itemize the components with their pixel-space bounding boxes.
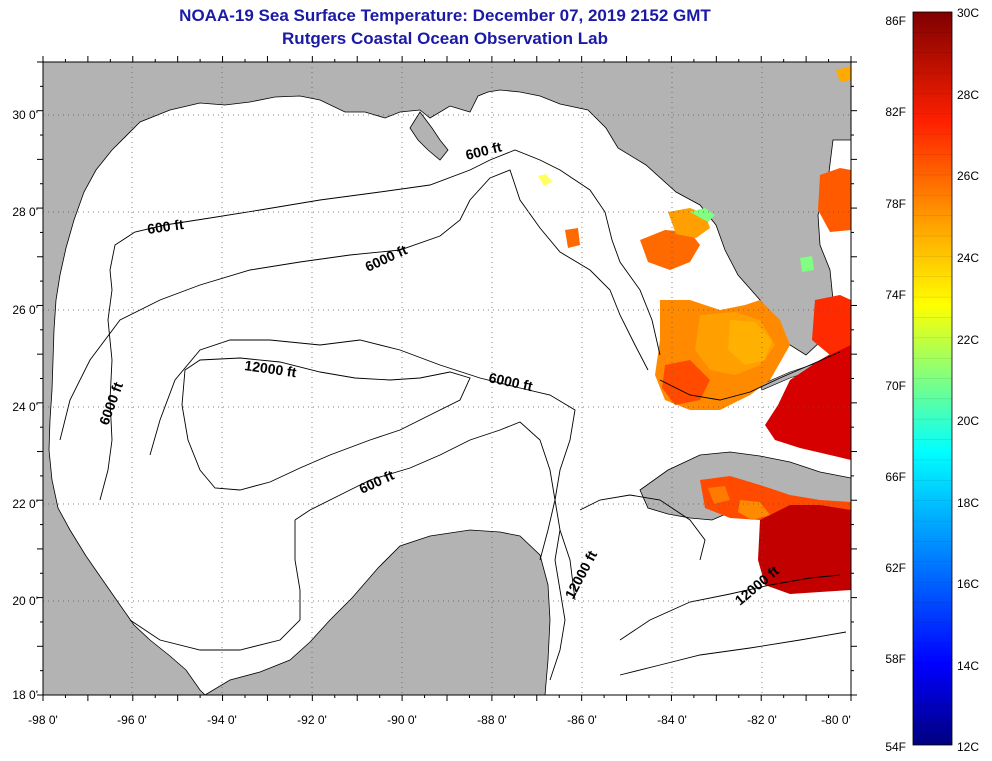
x-tick-label: -84 0' xyxy=(657,713,687,727)
colorbar xyxy=(912,11,953,746)
y-tick-label: 26 0' xyxy=(12,303,38,317)
colorbar-f-label: 58F xyxy=(885,652,906,666)
x-axis: -98 0' -96 0' -94 0' -92 0' -90 0' -88 0… xyxy=(28,713,851,727)
x-tick-label: -94 0' xyxy=(207,713,237,727)
colorbar-c-label: 18C xyxy=(957,496,979,510)
contour-6000ft-outer xyxy=(59,169,649,441)
colorbar-c-label: 14C xyxy=(957,659,979,673)
y-axis: 30 0' 28 0' 26 0' 24 0' 22 0' 20 0' 18 0… xyxy=(12,108,38,702)
contour-12000ft xyxy=(181,357,471,491)
colorbar-f-labels: 86F 82F 78F 74F 70F 66F 62F 58F 54F xyxy=(885,14,906,754)
colorbar-c-label: 20C xyxy=(957,414,979,428)
colorbar-f-label: 82F xyxy=(885,105,906,119)
contour-label: 12000 ft xyxy=(244,357,298,380)
contour-12000ft-cuba xyxy=(619,574,841,641)
y-tick-label: 28 0' xyxy=(12,205,38,219)
y-tick-label: 30 0' xyxy=(12,108,38,122)
x-tick-label: -86 0' xyxy=(567,713,597,727)
bathymetry-contours xyxy=(59,149,847,681)
y-tick-label: 20 0' xyxy=(12,594,38,608)
map-title: NOAA-19 Sea Surface Temperature: Decembe… xyxy=(179,6,711,25)
colorbar-c-label: 30C xyxy=(957,6,979,20)
sst-data xyxy=(538,66,851,594)
contour-yucatan-east xyxy=(549,529,566,681)
colorbar-f-label: 66F xyxy=(885,470,906,484)
colorbar-c-label: 16C xyxy=(957,577,979,591)
colorbar-c-label: 22C xyxy=(957,333,979,347)
land-mississippi-delta xyxy=(409,111,449,161)
colorbar-c-label: 26C xyxy=(957,169,979,183)
colorbar-c-label: 24C xyxy=(957,251,979,265)
colorbar-c-label: 12C xyxy=(957,740,979,754)
contour-600ft-campeche xyxy=(129,520,301,651)
x-tick-label: -96 0' xyxy=(117,713,147,727)
colorbar-f-label: 74F xyxy=(885,288,906,302)
colorbar-f-label: 62F xyxy=(885,561,906,575)
contour-florida-shelf xyxy=(659,351,841,401)
contour-600ft-south xyxy=(294,421,556,561)
contour-600ft-north xyxy=(109,149,661,356)
axis-ticks xyxy=(37,56,857,701)
x-tick-label: -82 0' xyxy=(747,713,777,727)
y-tick-label: 18 0' xyxy=(12,688,38,702)
colorbar-f-label: 86F xyxy=(885,14,906,28)
colorbar-bands xyxy=(913,32,952,725)
contour-600ft-west xyxy=(99,269,113,501)
contour-6000ft-inner xyxy=(149,339,576,601)
contour-cayman-trough xyxy=(619,631,847,676)
contour-yucatan-channel xyxy=(579,494,706,561)
colorbar-c-labels: 30C 28C 26C 24C 22C 20C 18C 16C 14C 12C xyxy=(957,6,979,754)
x-tick-label: -80 0' xyxy=(821,713,851,727)
map-gridlines xyxy=(43,62,851,695)
x-tick-label: -92 0' xyxy=(297,713,327,727)
colorbar-f-label: 70F xyxy=(885,379,906,393)
x-tick-label: -90 0' xyxy=(387,713,417,727)
y-tick-label: 22 0' xyxy=(12,497,38,511)
x-tick-label: -98 0' xyxy=(28,713,58,727)
map-subtitle: Rutgers Coastal Ocean Observation Lab xyxy=(282,29,608,48)
x-tick-label: -88 0' xyxy=(477,713,507,727)
y-tick-label: 24 0' xyxy=(12,400,38,414)
land-yucatan xyxy=(204,529,551,695)
colorbar-c-label: 28C xyxy=(957,88,979,102)
colorbar-f-label: 54F xyxy=(885,740,906,754)
contour-label: 600 ft xyxy=(146,216,185,237)
colorbar-f-label: 78F xyxy=(885,197,906,211)
